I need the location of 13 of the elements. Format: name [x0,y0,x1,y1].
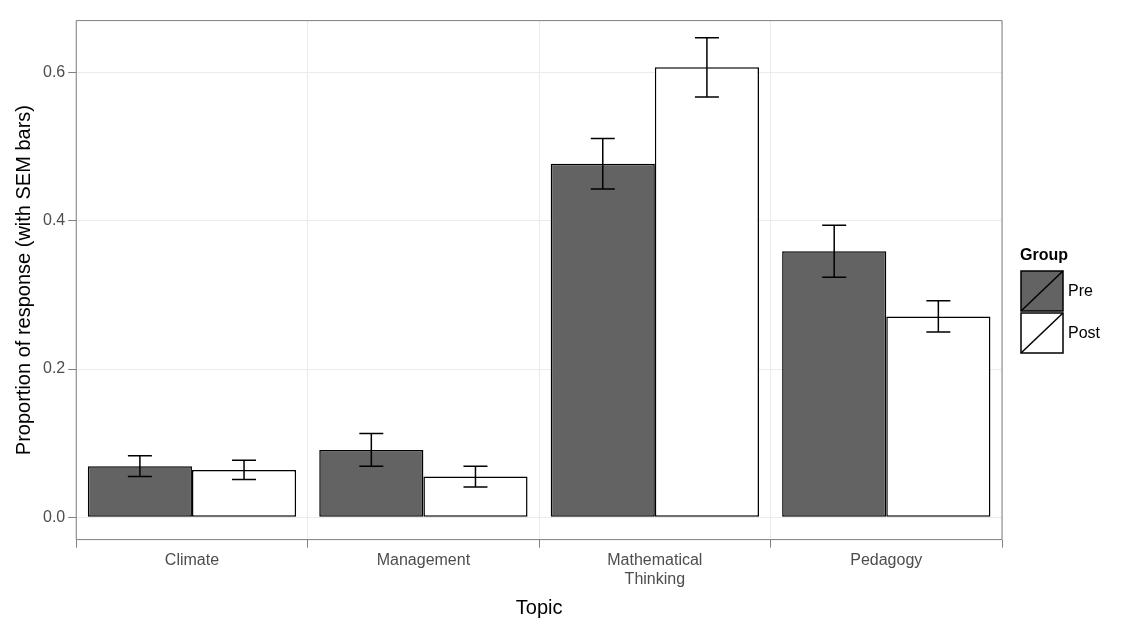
legend-title: Group [1020,246,1069,264]
y-tick-label: 0.0 [42,507,66,525]
x-axis-title: Topic [515,595,563,618]
y-tick-label: 0.4 [42,211,66,229]
x-tick-label: Management [376,550,471,568]
x-tick-label: Climate [164,550,220,568]
text: Post [1068,324,1101,342]
y-axis-title: Proportion of response (with SEM bars) [11,105,34,456]
x-tick-label: Pedagogy [850,550,923,568]
y-tick-label: 0.2 [42,359,66,377]
y-tick-label: 0.6 [42,62,66,80]
x-tick-label: Mathematical Thinking [607,550,703,587]
text: Pre [1068,282,1093,300]
